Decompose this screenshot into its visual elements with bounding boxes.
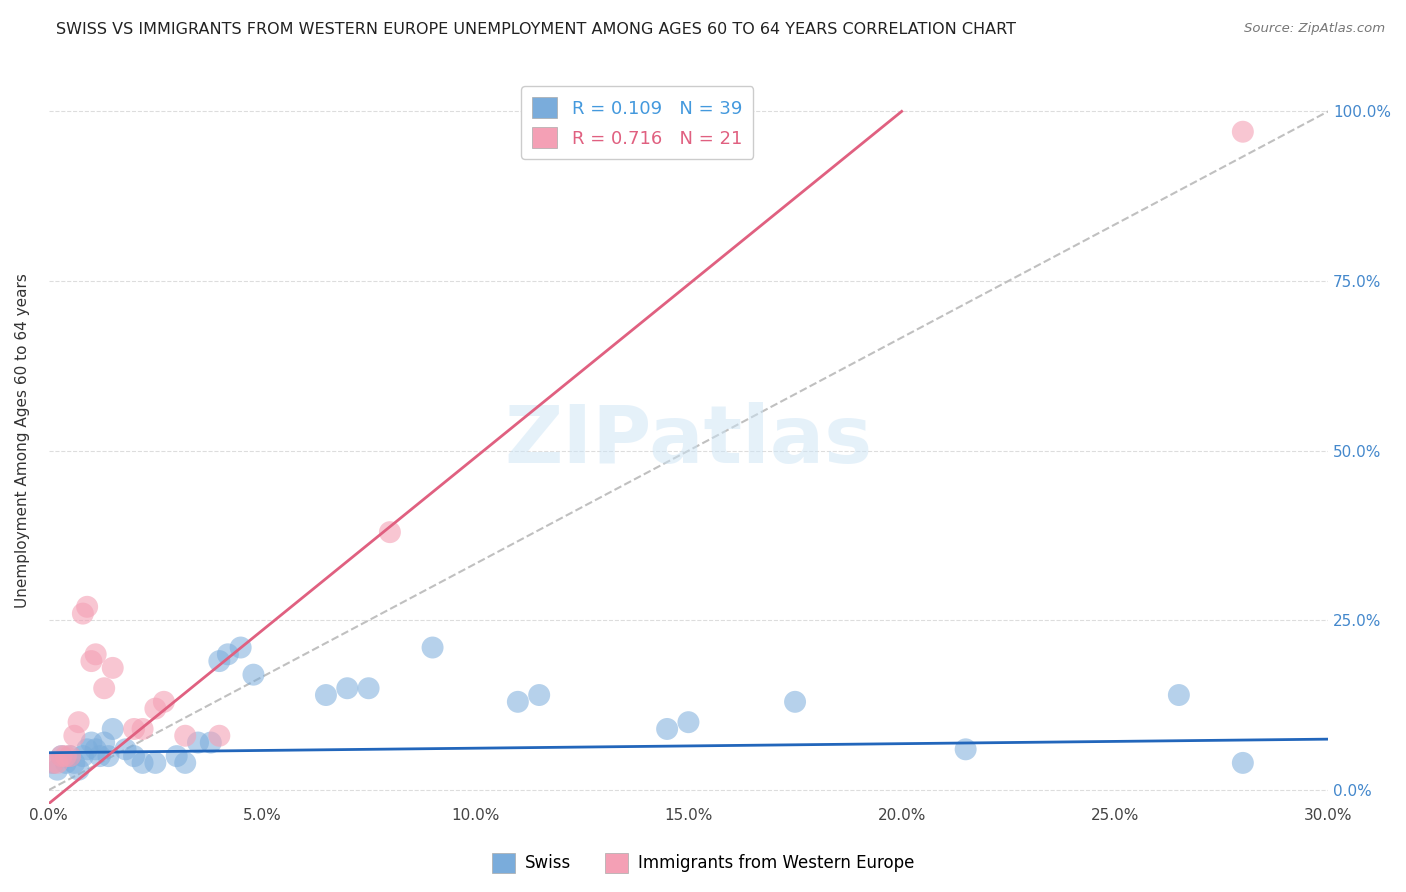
Point	[67, 715, 90, 730]
Point	[76, 742, 98, 756]
Point	[174, 756, 197, 770]
Point	[678, 715, 700, 730]
Legend: R = 0.109   N = 39, R = 0.716   N = 21: R = 0.109 N = 39, R = 0.716 N = 21	[522, 87, 754, 159]
Point	[145, 701, 167, 715]
Point	[678, 104, 700, 119]
Point	[63, 756, 86, 770]
Point	[122, 722, 145, 736]
Point	[114, 742, 136, 756]
Text: ZIPatlas: ZIPatlas	[505, 401, 873, 480]
Point	[174, 729, 197, 743]
Point	[955, 742, 977, 756]
Point	[80, 654, 103, 668]
Point	[242, 667, 264, 681]
Point	[46, 756, 69, 770]
Point	[93, 681, 115, 696]
Point	[76, 599, 98, 614]
Point	[315, 688, 337, 702]
Point	[422, 640, 444, 655]
Point	[63, 729, 86, 743]
Point	[59, 749, 82, 764]
Point	[208, 654, 231, 668]
Point	[55, 756, 77, 770]
Point	[101, 661, 124, 675]
Point	[1167, 688, 1189, 702]
Point	[93, 735, 115, 749]
Point	[527, 688, 550, 702]
Point	[97, 749, 120, 764]
Point	[80, 735, 103, 749]
Point	[336, 681, 359, 696]
Text: SWISS VS IMMIGRANTS FROM WESTERN EUROPE UNEMPLOYMENT AMONG AGES 60 TO 64 YEARS C: SWISS VS IMMIGRANTS FROM WESTERN EUROPE …	[56, 22, 1017, 37]
Point	[84, 742, 107, 756]
Point	[229, 640, 252, 655]
Point	[145, 756, 167, 770]
Point	[101, 722, 124, 736]
Text: Source: ZipAtlas.com: Source: ZipAtlas.com	[1244, 22, 1385, 36]
Legend: Swiss, Immigrants from Western Europe: Swiss, Immigrants from Western Europe	[485, 847, 921, 880]
Point	[217, 648, 239, 662]
Point	[72, 749, 94, 764]
Point	[506, 695, 529, 709]
Point	[84, 648, 107, 662]
Point	[42, 756, 65, 770]
Point	[783, 695, 806, 709]
Point	[42, 756, 65, 770]
Point	[59, 749, 82, 764]
Point	[1232, 756, 1254, 770]
Point	[51, 749, 73, 764]
Point	[166, 749, 188, 764]
Point	[655, 722, 678, 736]
Point	[122, 749, 145, 764]
Point	[72, 607, 94, 621]
Point	[200, 735, 222, 749]
Point	[67, 763, 90, 777]
Point	[55, 749, 77, 764]
Point	[46, 763, 69, 777]
Point	[131, 722, 153, 736]
Point	[51, 749, 73, 764]
Y-axis label: Unemployment Among Ages 60 to 64 years: Unemployment Among Ages 60 to 64 years	[15, 273, 30, 608]
Point	[187, 735, 209, 749]
Point	[153, 695, 176, 709]
Point	[89, 749, 111, 764]
Point	[378, 525, 401, 540]
Point	[131, 756, 153, 770]
Point	[1232, 125, 1254, 139]
Point	[208, 729, 231, 743]
Point	[357, 681, 380, 696]
